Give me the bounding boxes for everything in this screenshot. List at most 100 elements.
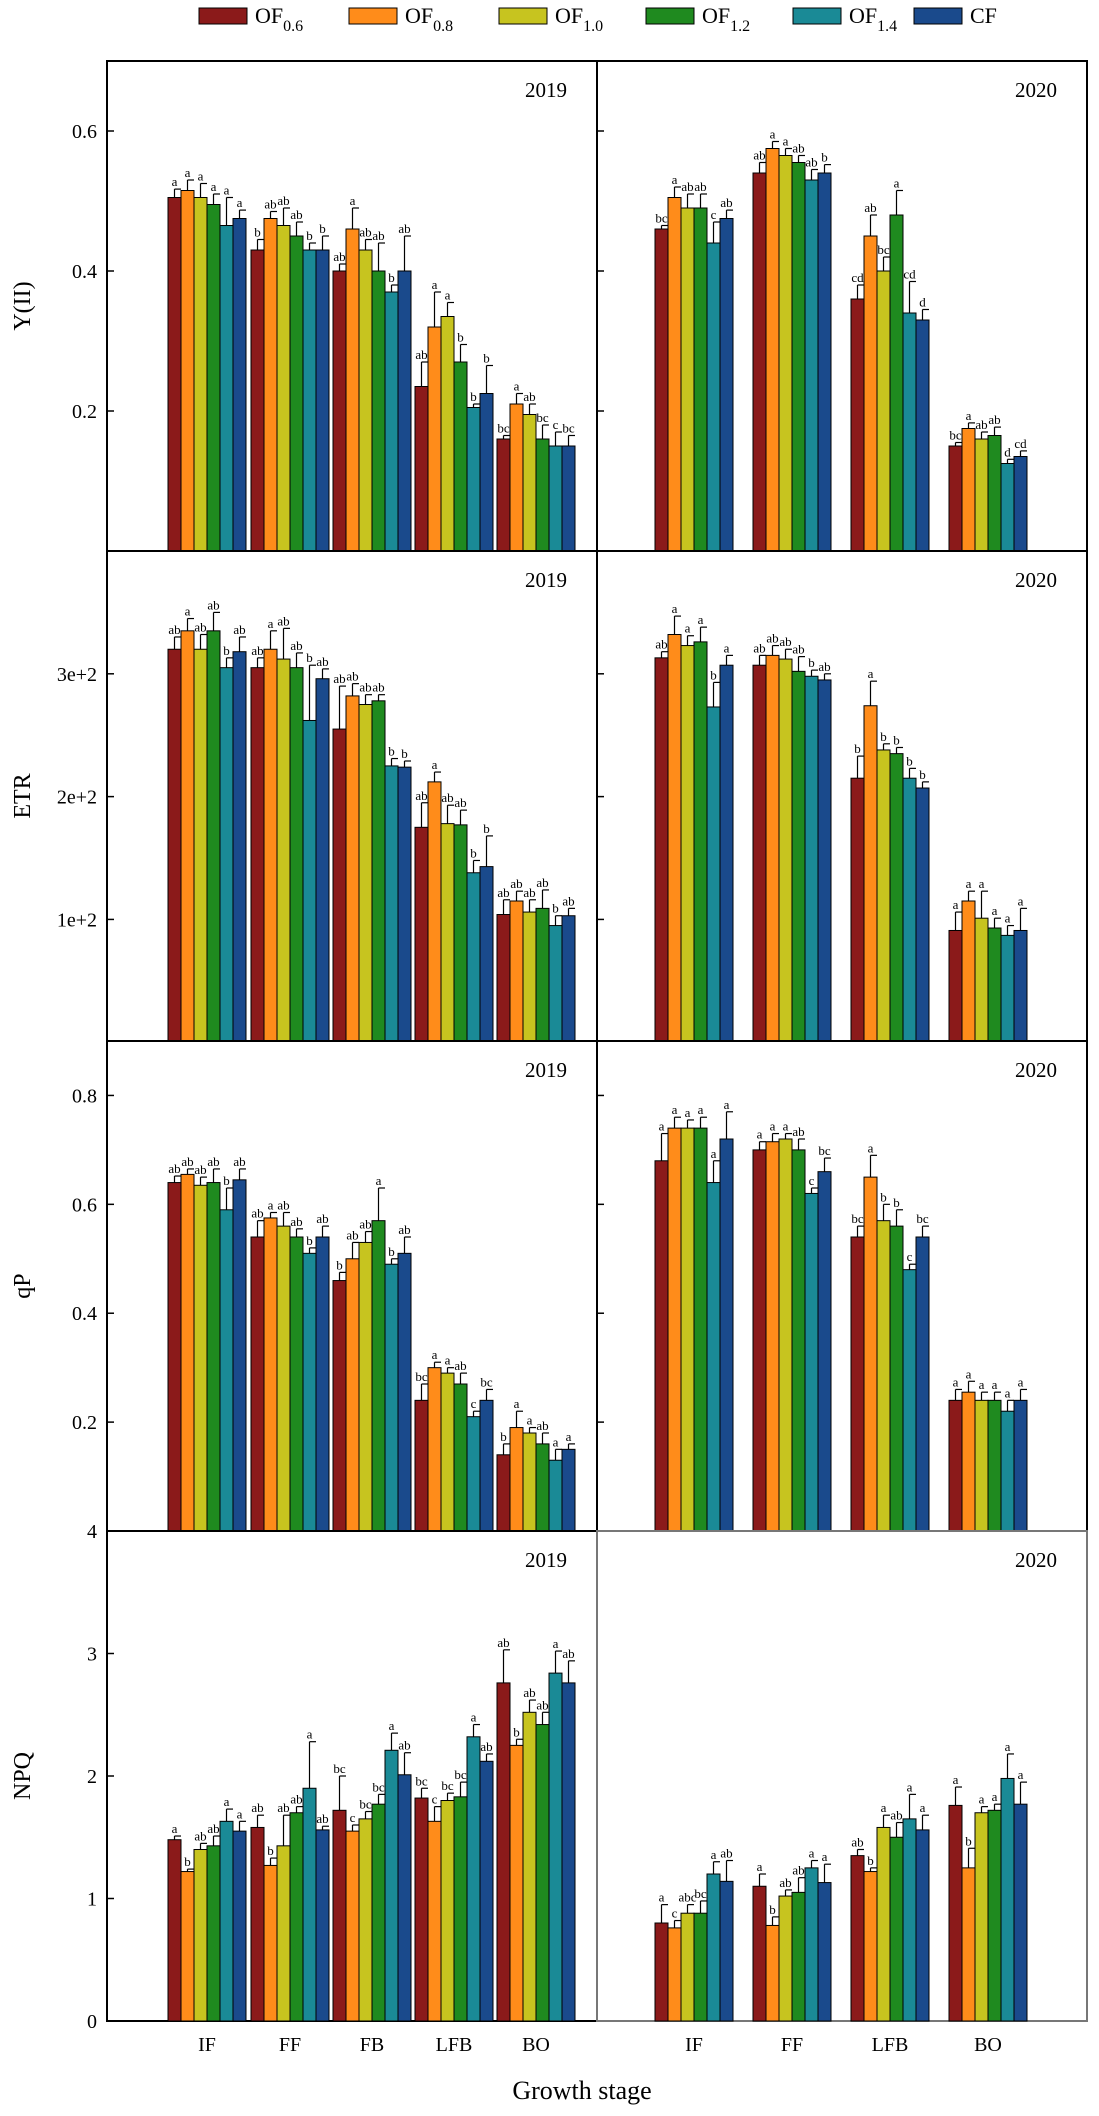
bar: [948, 1399, 963, 1532]
significance-label: a: [185, 604, 191, 619]
bar: [1013, 929, 1028, 1042]
significance-label: ab: [290, 1792, 302, 1807]
significance-label: a: [953, 897, 959, 912]
significance-label: ab: [890, 1808, 902, 1823]
bar: [915, 319, 930, 552]
significance-label: a: [172, 174, 178, 189]
panel-title: 2020: [1015, 1058, 1057, 1082]
legend-label: CF: [970, 3, 997, 28]
bar: [817, 172, 832, 552]
bar: [987, 927, 1002, 1042]
bar: [466, 407, 481, 552]
bar: [535, 438, 550, 552]
significance-label: ab: [316, 1211, 328, 1226]
x-tick-label: FB: [360, 2034, 384, 2056]
bar: [414, 826, 429, 1042]
bar: [987, 1399, 1002, 1532]
legend-swatch: [645, 7, 695, 25]
bar: [371, 700, 386, 1042]
legend-label: OF1.4: [849, 3, 897, 35]
bar: [706, 706, 721, 1042]
bar: [466, 1736, 481, 2022]
significance-label: a: [224, 1794, 230, 1809]
bar: [358, 1818, 373, 2022]
x-tick-label: FF: [279, 2034, 301, 2056]
legend-swatch: [913, 7, 963, 25]
significance-label: bc: [415, 1369, 428, 1384]
bar: [522, 1432, 537, 1532]
bar: [302, 249, 317, 552]
significance-label: b: [906, 753, 913, 768]
significance-label: a: [711, 1847, 717, 1862]
bar: [654, 1922, 669, 2022]
bar: [289, 1812, 304, 2022]
significance-label: c: [553, 417, 559, 432]
bar: [206, 630, 221, 1042]
significance-label: a: [953, 1772, 959, 1787]
bar: [667, 1927, 682, 2022]
bar-group-lfb: bab bbb: [850, 666, 930, 1042]
significance-label: ab: [398, 1222, 410, 1237]
bar: [719, 1880, 734, 2022]
significance-label: ab: [779, 634, 791, 649]
significance-label: a: [514, 379, 520, 394]
bar: [778, 1138, 793, 1532]
bar: [876, 1220, 891, 1532]
legend-swatch: [498, 7, 548, 25]
significance-label: a: [992, 1789, 998, 1804]
x-tick-label: LFB: [872, 2034, 909, 2056]
significance-label: bc: [333, 1761, 346, 1776]
bar: [987, 435, 1002, 552]
significance-label: bc: [877, 242, 890, 257]
significance-label: ab: [523, 1685, 535, 1700]
significance-label: a: [711, 1146, 717, 1161]
bar: [693, 207, 708, 552]
significance-label: b: [388, 1244, 395, 1259]
significance-label: ab: [277, 1800, 289, 1815]
significance-label: ab: [454, 1358, 466, 1373]
bar: [961, 1867, 976, 2022]
bar: [289, 235, 304, 552]
bar: [876, 270, 891, 552]
significance-label: c: [471, 1396, 477, 1411]
bar: [889, 753, 904, 1042]
significance-label: a: [783, 134, 789, 149]
bar: [1000, 934, 1015, 1042]
significance-label: b: [254, 225, 261, 240]
bar: [804, 1192, 819, 1532]
significance-label: ab: [864, 200, 876, 215]
bar: [791, 1149, 806, 1532]
significance-label: b: [401, 746, 408, 761]
bar: [719, 218, 734, 552]
significance-label: a: [1018, 1374, 1024, 1389]
significance-label: cd: [851, 270, 864, 285]
x-tick-label: LFB: [436, 2034, 473, 2056]
y-tick-label: 2e+2: [57, 787, 97, 809]
bar: [680, 1127, 695, 1532]
significance-label: a: [920, 1800, 926, 1815]
significance-label: ab: [441, 790, 453, 805]
bar: [496, 1454, 511, 1532]
bar: [680, 645, 695, 1042]
significance-label: c: [809, 1173, 815, 1188]
significance-label: ab: [694, 179, 706, 194]
significance-label: b: [470, 845, 477, 860]
y-tick-label: 0.2: [72, 401, 97, 423]
significance-label: cd: [1014, 436, 1027, 451]
significance-label: a: [376, 1173, 382, 1188]
bar: [440, 316, 455, 552]
bar: [345, 1830, 360, 2022]
bar: [180, 630, 195, 1042]
bar: [654, 657, 669, 1042]
bar: [850, 777, 865, 1042]
